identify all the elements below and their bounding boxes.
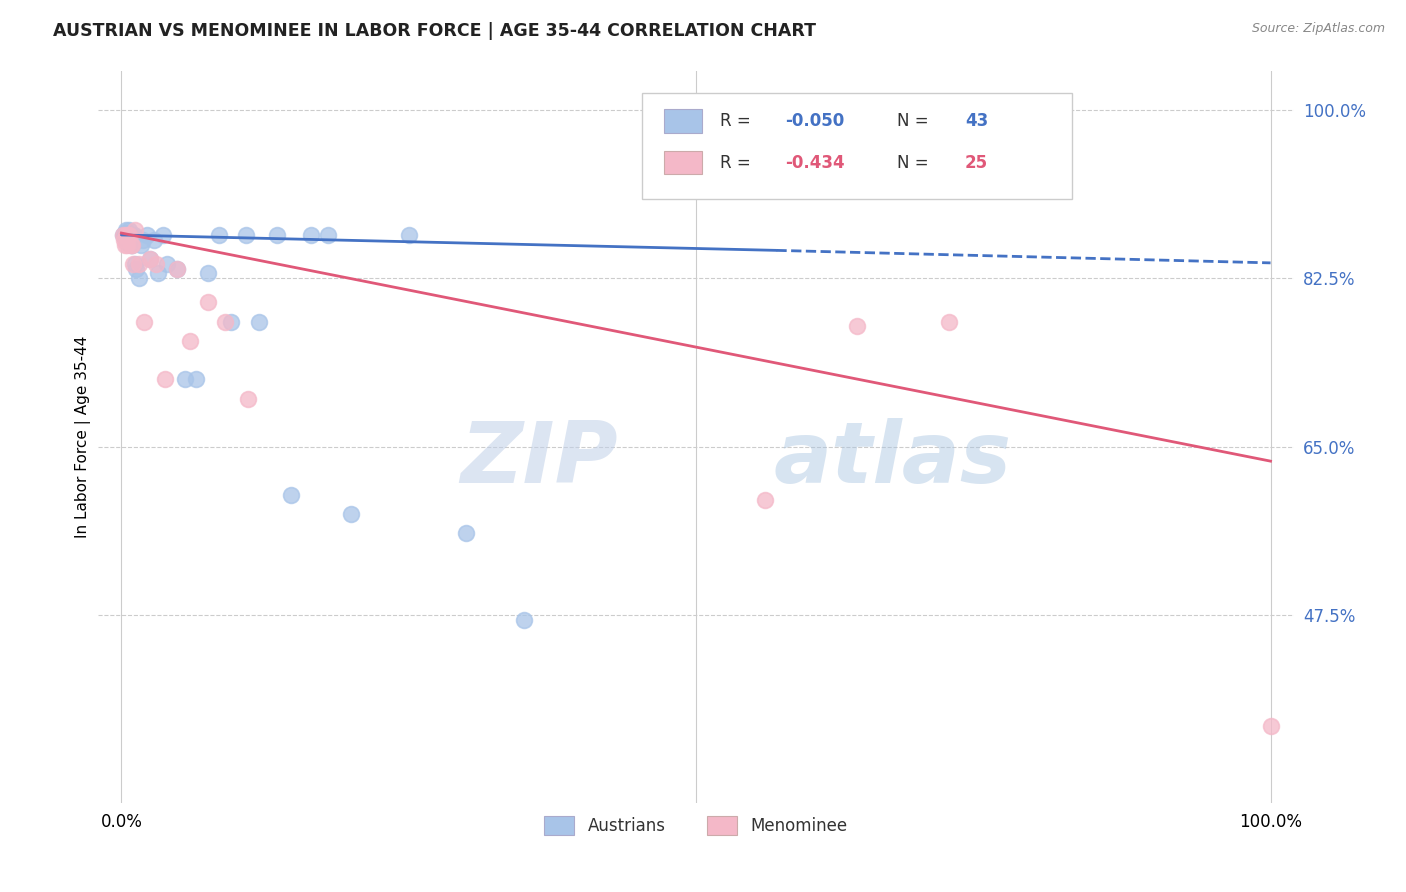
Point [122,227,145,242]
Point [316,227,339,242]
Point [120,237,142,252]
Point [134,315,156,329]
Point [115,227,138,242]
Point [299,227,322,242]
FancyBboxPatch shape [664,151,702,175]
Point [148,267,170,281]
Point [208,227,231,242]
Point [142,233,165,247]
Point [118,227,141,242]
Point [111,227,134,242]
Point [266,227,288,242]
Text: 43: 43 [965,112,988,130]
FancyBboxPatch shape [664,110,702,133]
Point [118,223,141,237]
Point [121,237,143,252]
Point [124,257,146,271]
Point [112,233,135,247]
Point [340,507,363,521]
Point [173,372,195,386]
Text: N =: N = [897,112,934,130]
Point [197,295,219,310]
Point [166,261,188,276]
Point [129,237,152,252]
Point [118,227,141,242]
Point [184,372,207,386]
Point [214,315,236,329]
Point [1260,719,1282,733]
Point [166,261,188,276]
Text: 25: 25 [965,153,988,172]
Point [132,233,155,247]
Text: atlas: atlas [773,417,1012,500]
Point [938,315,960,329]
Point [152,227,174,242]
Y-axis label: In Labor Force | Age 35-44: In Labor Force | Age 35-44 [76,336,91,538]
Point [845,319,868,334]
Point [117,227,139,242]
Point [179,334,201,348]
Point [235,227,257,242]
Point [280,488,302,502]
Point [115,227,138,242]
Point [128,257,150,271]
Point [219,315,242,329]
Point [111,227,134,242]
Point [754,492,776,507]
Text: R =: R = [720,112,756,130]
Point [117,235,139,250]
Point [145,257,167,271]
Point [125,261,148,276]
Point [128,271,150,285]
Point [236,392,259,406]
Point [114,226,136,240]
Text: ZIP: ZIP [461,417,619,500]
Point [153,372,176,386]
Point [197,267,219,281]
Point [117,227,139,242]
Point [122,257,145,271]
Point [122,227,145,242]
Text: AUSTRIAN VS MENOMINEE IN LABOR FORCE | AGE 35-44 CORRELATION CHART: AUSTRIAN VS MENOMINEE IN LABOR FORCE | A… [53,22,817,40]
FancyBboxPatch shape [643,94,1073,200]
Legend: Austrians, Menominee: Austrians, Menominee [537,809,855,842]
Point [120,237,142,252]
Point [139,252,162,266]
Text: Source: ZipAtlas.com: Source: ZipAtlas.com [1251,22,1385,36]
Point [139,252,162,266]
Point [114,237,136,252]
Point [135,227,157,242]
Point [398,227,420,242]
Point [456,526,478,541]
Text: -0.434: -0.434 [786,153,845,172]
Point [115,223,138,237]
Point [121,237,143,252]
Point [156,257,179,271]
Point [247,315,270,329]
Text: R =: R = [720,153,756,172]
Point [112,227,135,242]
Point [512,613,534,627]
Point [115,227,138,242]
Point [115,227,138,242]
Point [124,223,146,237]
Text: N =: N = [897,153,934,172]
Point [114,230,136,244]
Point [115,237,138,252]
Text: -0.050: -0.050 [786,112,845,130]
